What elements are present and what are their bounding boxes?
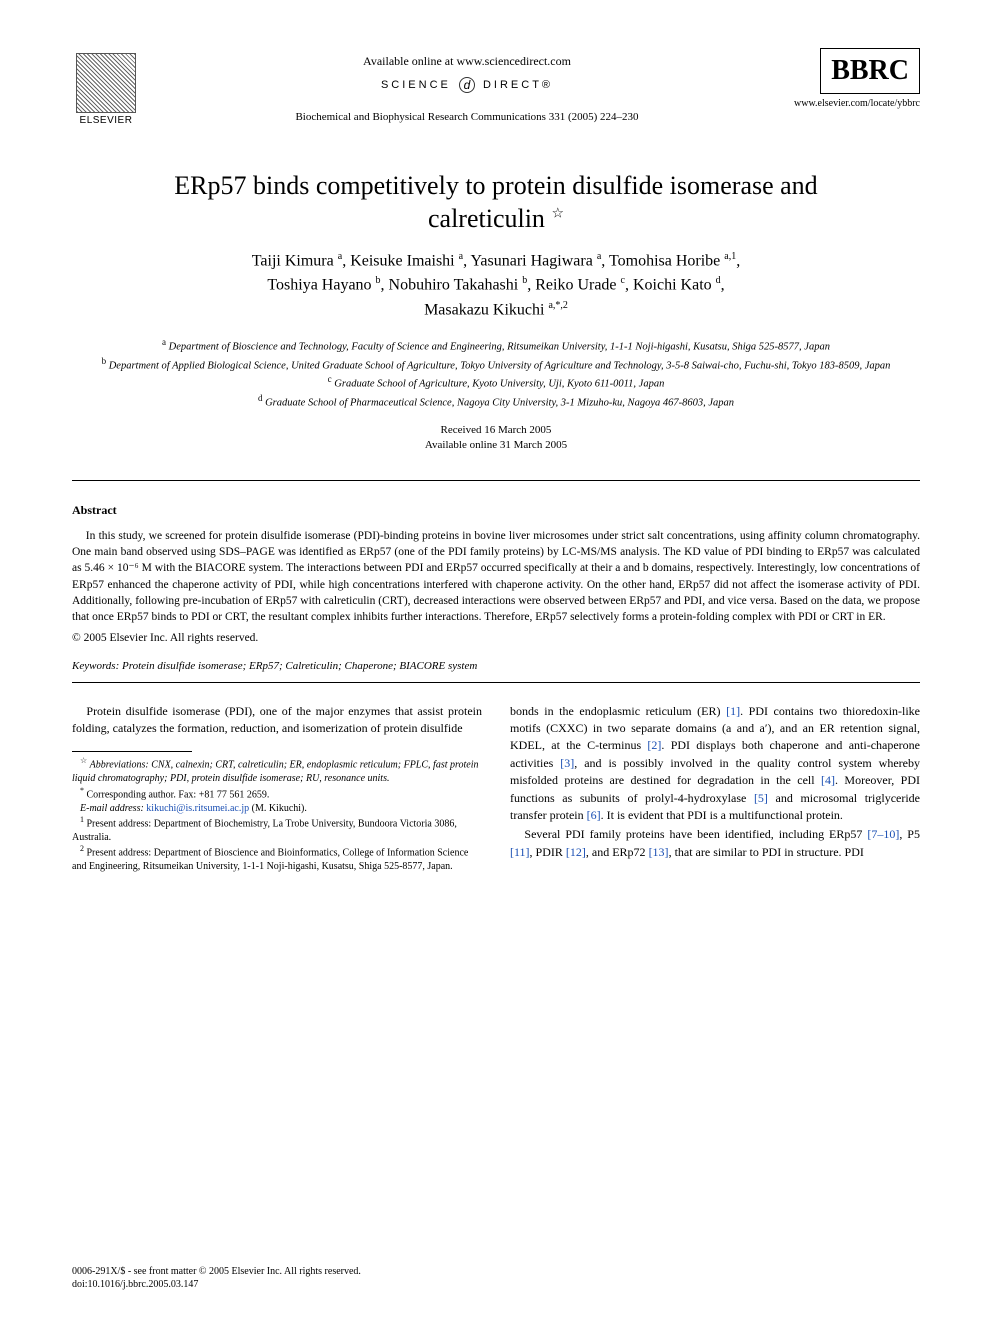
bbrc-logo: BBRC — [820, 48, 920, 94]
elsevier-logo: ELSEVIER — [72, 48, 140, 126]
left-column: Protein disulfide isomerase (PDI), one o… — [72, 703, 482, 874]
affiliation-d: d Graduate School of Pharmaceutical Scie… — [92, 392, 900, 411]
divider-top — [72, 480, 920, 481]
sciencedirect-logo: SCIENCE d DIRECT® — [140, 77, 794, 93]
affiliation-c: c Graduate School of Agriculture, Kyoto … — [92, 373, 900, 392]
abstract-heading: Abstract — [72, 503, 920, 518]
keywords-list: Protein disulfide isomerase; ERp57; Calr… — [122, 660, 477, 672]
footer-doi: doi:10.1016/j.bbrc.2005.03.147 — [72, 1278, 920, 1291]
affiliation-a: a Department of Bioscience and Technolog… — [92, 336, 900, 355]
footer-front-matter: 0006-291X/$ - see front matter © 2005 El… — [72, 1265, 920, 1278]
locate-url: www.elsevier.com/locate/ybbrc — [794, 98, 920, 109]
abstract-copyright: © 2005 Elsevier Inc. All rights reserved… — [72, 632, 920, 644]
divider-keywords — [72, 682, 920, 683]
footnote-abbrev: ☆ Abbreviations: CNX, calnexin; CRT, cal… — [72, 756, 482, 785]
footnote-corresponding: * Corresponding author. Fax: +81 77 561 … — [72, 786, 482, 802]
footnote-2: 2 Present address: Department of Bioscie… — [72, 844, 482, 873]
page-footer: 0006-291X/$ - see front matter © 2005 El… — [72, 1265, 920, 1291]
sd-d-icon: d — [459, 77, 475, 93]
title-text: ERp57 binds competitively to protein dis… — [174, 171, 817, 233]
left-para-1: Protein disulfide isomerase (PDI), one o… — [72, 703, 482, 738]
cite-link-7-10[interactable]: [7–10] — [867, 827, 899, 841]
cite-link-11[interactable]: [11] — [510, 845, 530, 859]
sd-word1: SCIENCE — [381, 79, 451, 91]
received-date: Received 16 March 2005 — [72, 423, 920, 438]
sd-word2: DIRECT® — [483, 79, 553, 91]
affiliations: a Department of Bioscience and Technolog… — [92, 336, 900, 411]
article-title: ERp57 binds competitively to protein dis… — [132, 170, 860, 235]
elsevier-tree-icon — [76, 53, 136, 113]
page-header: ELSEVIER Available online at www.science… — [72, 48, 920, 126]
available-online-text: Available online at www.sciencedirect.co… — [140, 54, 794, 69]
footnote-1: 1 Present address: Department of Biochem… — [72, 815, 482, 844]
keywords-line: Keywords: Protein disulfide isomerase; E… — [72, 660, 920, 672]
cite-link-6[interactable]: [6] — [587, 808, 601, 822]
center-header: Available online at www.sciencedirect.co… — [140, 48, 794, 123]
elsevier-text: ELSEVIER — [80, 115, 133, 126]
right-para-1: bonds in the endoplasmic reticulum (ER) … — [510, 703, 920, 825]
cite-link-1[interactable]: [1] — [726, 704, 740, 718]
cite-link-12[interactable]: [12] — [566, 845, 586, 859]
corresponding-email-link[interactable]: kikuchi@is.ritsumei.ac.jp — [146, 803, 249, 814]
title-footnote-marker: ☆ — [551, 206, 564, 221]
cite-link-3[interactable]: [3] — [560, 756, 574, 770]
online-date: Available online 31 March 2005 — [72, 438, 920, 453]
keywords-label: Keywords: — [72, 660, 119, 672]
journal-brand: BBRC www.elsevier.com/locate/ybbrc — [794, 48, 920, 109]
right-para-2: Several PDI family proteins have been id… — [510, 826, 920, 861]
footnotes: ☆ Abbreviations: CNX, calnexin; CRT, cal… — [72, 756, 482, 873]
abstract-body: In this study, we screened for protein d… — [72, 528, 920, 626]
body-columns: Protein disulfide isomerase (PDI), one o… — [72, 703, 920, 874]
journal-reference: Biochemical and Biophysical Research Com… — [140, 111, 794, 123]
cite-link-4[interactable]: [4] — [821, 773, 835, 787]
footnote-email: E-mail address: kikuchi@is.ritsumei.ac.j… — [72, 802, 482, 816]
cite-link-5[interactable]: [5] — [754, 791, 768, 805]
author-list: Taiji Kimura a, Keisuke Imaishi a, Yasun… — [102, 249, 890, 322]
footnote-divider — [72, 751, 192, 752]
article-dates: Received 16 March 2005 Available online … — [72, 423, 920, 454]
affiliation-b: b Department of Applied Biological Scien… — [92, 355, 900, 374]
cite-link-2[interactable]: [2] — [647, 738, 661, 752]
right-column: bonds in the endoplasmic reticulum (ER) … — [510, 703, 920, 874]
cite-link-13[interactable]: [13] — [649, 845, 669, 859]
